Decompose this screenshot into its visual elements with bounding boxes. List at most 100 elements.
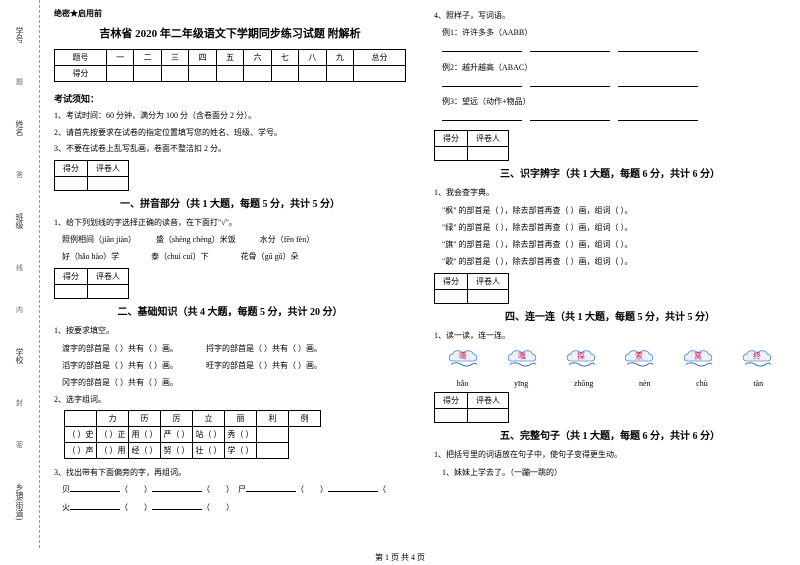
margin-sub: 线 <box>15 264 25 271</box>
score-cell <box>354 66 406 82</box>
score-cell: 六 <box>244 50 271 66</box>
section-title: 四、连一连（共 1 大题，每题 5 分，共计 5 分） <box>434 308 786 323</box>
box-cell: 评卷人 <box>468 393 509 409</box>
margin-sub: 内 <box>15 306 25 313</box>
char-cell: 例 <box>289 411 321 427</box>
notice-line: 3、不要在试卷上乱写乱画，卷面不整洁扣 2 分。 <box>54 142 406 156</box>
secret-label: 绝密★启用前 <box>54 8 406 19</box>
section-title: 一、拼音部分（共 1 大题，每题 5 分，共计 5 分） <box>54 195 406 210</box>
char-cell: 严（ ） <box>161 427 193 443</box>
char-cell <box>65 411 97 427</box>
char-cell: 秀（ ） <box>225 427 257 443</box>
char-cell: 用（ ） <box>129 427 161 443</box>
char-cell: 历 <box>129 411 161 427</box>
score-cell <box>244 66 271 82</box>
score-cell <box>134 66 161 82</box>
char-cell: （ ）史 <box>65 427 97 443</box>
question-text: 贝（ ）（ ） 尸（ ）（ <box>54 482 406 497</box>
example-text: 例2：越升越高（ABAC） <box>434 60 786 75</box>
char-cell: 利 <box>257 411 289 427</box>
cloud-row: 嘶 嗤 探 索 窝终 <box>434 349 786 373</box>
char-cell: （ ）声 <box>65 443 97 459</box>
question-stem: 3、找出带有下面偏旁的字，再组词。 <box>54 465 406 480</box>
cloud-item: 嘶 <box>445 349 481 373</box>
score-cell: 七 <box>271 50 298 66</box>
score-cell: 一 <box>106 50 133 66</box>
score-cell: 总分 <box>354 50 406 66</box>
box-cell: 得分 <box>435 274 468 290</box>
score-cell <box>216 66 243 82</box>
char-cell: 力 <box>97 411 129 427</box>
char-cell: 厉 <box>161 411 193 427</box>
score-cell <box>326 66 353 82</box>
score-box: 得分评卷人 <box>434 392 509 423</box>
question-text: 渡字的部首是（ ）共有（ ）画。 捋字的部首是（ ）共有（ ）画。 <box>54 341 406 356</box>
question-stem: 1、读一读，连一连。 <box>434 328 786 343</box>
page-footer: 第 1 页 共 4 页 <box>0 552 800 563</box>
cloud-item: 探 <box>563 349 599 373</box>
question-text: "歌" 的部首是（ ），除去部首再查（ ）画，组词（ ）。 <box>434 254 786 269</box>
score-cell: 八 <box>299 50 326 66</box>
char-cell: 努（ ） <box>161 443 193 459</box>
question-text: 滔字的部首是（ ）共有（ ）画。 旺字的部首是（ ）共有（ ）画。 <box>54 358 406 373</box>
pinyin-label: tàn <box>753 379 763 388</box>
notice-line: 2、请首先按要求在试卷的指定位置填写您的姓名、班级、学号。 <box>54 126 406 140</box>
score-box: 得分评卷人 <box>434 130 509 161</box>
cloud-item: 窝 <box>680 349 716 373</box>
box-cell: 评卷人 <box>468 274 509 290</box>
pinyin-label: nèn <box>639 379 651 388</box>
margin-label: 姓名 <box>14 120 25 136</box>
box-cell: 评卷人 <box>88 160 129 176</box>
question-stem: 2、选字组词。 <box>54 392 406 407</box>
margin-label: 学号 <box>14 27 25 43</box>
box-cell: 得分 <box>55 269 88 285</box>
question-text: "旗" 的部首是（ ），除去部首再查（ ）画，组词（ ）。 <box>434 237 786 252</box>
notice-line: 1、考试时间：60 分钟，满分为 100 分（含卷面分 2 分）。 <box>54 109 406 123</box>
char-cell: 经（ ） <box>129 443 161 459</box>
pinyin-label: hǎo <box>457 379 469 388</box>
margin-label: 班级 <box>14 213 25 229</box>
box-cell: 得分 <box>435 393 468 409</box>
score-box: 得分评卷人 <box>54 268 129 299</box>
margin-sub: 答 <box>15 171 25 178</box>
score-box: 得分评卷人 <box>54 160 129 191</box>
question-text: 火（ ）（ ） <box>54 500 406 515</box>
svg-text:探: 探 <box>577 351 585 361</box>
cloud-item: 嗤 <box>504 349 540 373</box>
score-cell <box>106 66 133 82</box>
score-cell: 题号 <box>55 50 107 66</box>
question-stem: 1、给下列划线的字选择正确的读音，在下面打"√"。 <box>54 215 406 230</box>
score-cell <box>271 66 298 82</box>
margin-label: 学校 <box>14 348 25 364</box>
box-cell: 得分 <box>435 131 468 147</box>
svg-text:嗤: 嗤 <box>518 351 526 361</box>
char-cell: 丽 <box>225 411 257 427</box>
question-stem: 1、按要求填空。 <box>54 323 406 338</box>
score-cell <box>299 66 326 82</box>
char-cell: 立 <box>193 411 225 427</box>
blank-line <box>434 111 786 126</box>
question-stem: 4、照样子，写词语。 <box>434 8 786 23</box>
question-text: "绿" 的部首是（ ），除去部首再查（ ）画，组词（ ）。 <box>434 220 786 235</box>
score-cell <box>189 66 216 82</box>
question-stem: 1、我会查字典。 <box>434 185 786 200</box>
box-cell: 得分 <box>55 160 88 176</box>
question-text: 照例相间（jiān jiàn） 盛（shèng chèng）米饭 水分（fēn … <box>54 232 406 247</box>
left-column: 绝密★启用前 吉林省 2020 年二年级语文下学期同步练习试题 附解析 题号一二… <box>40 0 420 548</box>
section-title: 三、识字辨字（共 1 大题，每题 6 分，共计 6 分） <box>434 165 786 180</box>
margin-sub: 封 <box>15 399 25 406</box>
svg-text:索: 索 <box>635 351 643 361</box>
margin-label: 乡镇(街道) <box>14 483 25 520</box>
blank-line <box>434 42 786 57</box>
score-cell: 三 <box>161 50 188 66</box>
question-stem: 1、把括号里的词语放在句子中，使句子变得更生动。 <box>434 447 786 462</box>
paper-title: 吉林省 2020 年二年级语文下学期同步练习试题 附解析 <box>54 25 406 41</box>
score-cell: 九 <box>326 50 353 66</box>
blank-line <box>434 77 786 92</box>
cloud-item: 终 <box>739 349 775 373</box>
char-cell: 站（ ） <box>193 427 225 443</box>
score-cell: 二 <box>134 50 161 66</box>
margin-sub: 密 <box>15 441 25 448</box>
example-text: 例1：许许多多（AABB） <box>434 25 786 40</box>
char-cell: 壮（ ） <box>193 443 225 459</box>
